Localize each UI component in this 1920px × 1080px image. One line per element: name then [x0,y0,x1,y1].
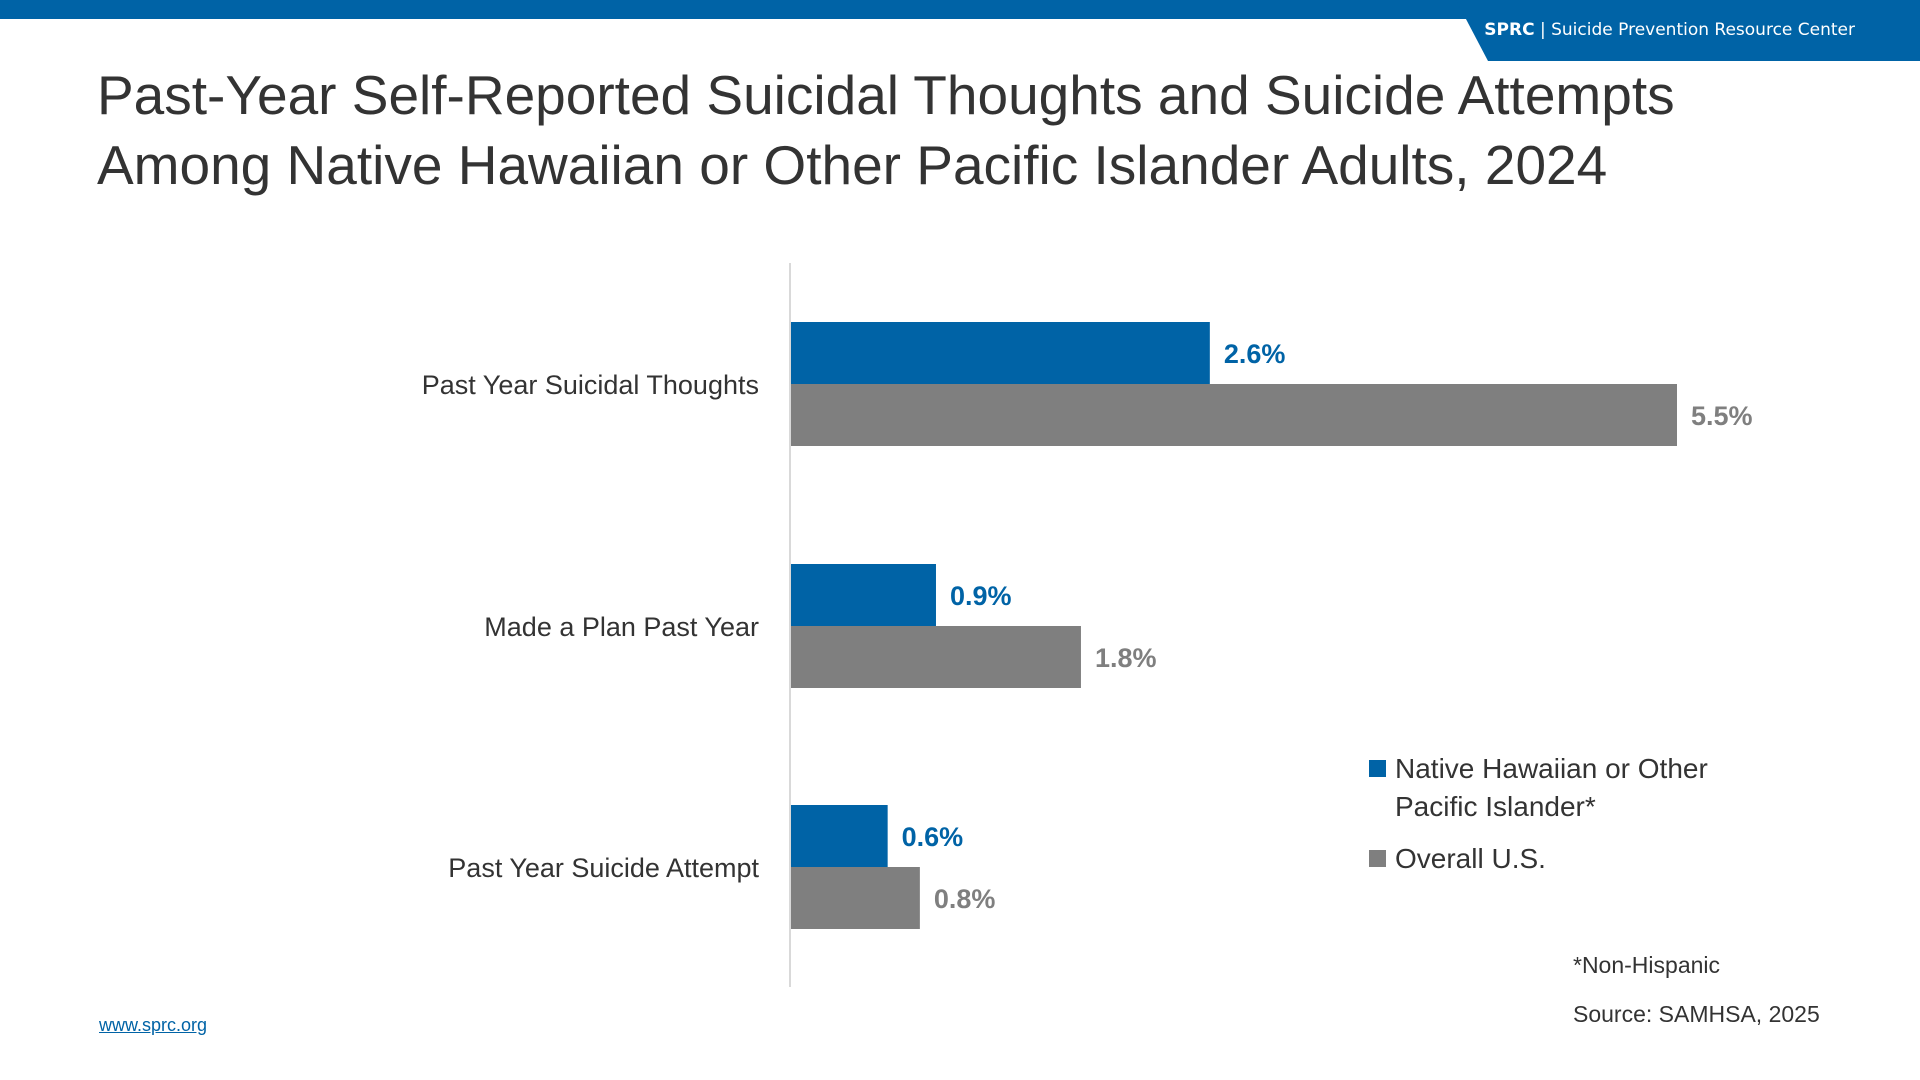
source-note: Source: SAMHSA, 2025 [1573,1001,1820,1027]
data-label: 0.6% [902,822,964,852]
bar-overall [791,867,920,929]
title-line-1: Past-Year Self-Reported Suicidal Thought… [97,64,1675,126]
data-label: 5.5% [1691,401,1753,431]
data-label: 2.6% [1224,339,1286,369]
legend-label-line1: Native Hawaiian or Other [1395,753,1708,784]
brand-short: SPRC [1484,20,1535,40]
legend: Native Hawaiian or Other Pacific Islander… [1369,750,1708,892]
brand-full: Suicide Prevention Resource Center [1551,20,1855,40]
legend-label-overall: Overall U.S. [1395,843,1546,874]
top-bar [0,0,1920,19]
data-label: 0.9% [950,581,1012,611]
legend-label-line2: Pacific Islander* [1395,791,1596,822]
legend-swatch-overall [1369,850,1386,867]
category-label: Past Year Suicide Attempt [448,853,759,883]
bar-nhopi [791,564,936,626]
footnote: *Non-Hispanic [1573,952,1721,978]
bar-nhopi [791,322,1210,384]
bar-overall [791,626,1081,688]
website-link[interactable]: www.sprc.org [99,1015,208,1035]
bar-nhopi [791,805,888,867]
title-line-2: Among Native Hawaiian or Other Pacific I… [97,134,1608,196]
bar-overall [791,384,1677,446]
brand-header: SPRC | Suicide Prevention Resource Cente… [1484,20,1855,40]
data-label: 0.8% [934,884,996,914]
legend-item-overall: Overall U.S. [1369,840,1708,878]
category-label: Past Year Suicidal Thoughts [422,370,759,400]
page-title: Past-Year Self-Reported Suicidal Thought… [97,60,1877,200]
legend-item-nhopi: Native Hawaiian or Other Pacific Islander… [1369,750,1708,826]
data-label: 1.8% [1095,643,1157,673]
brand-separator: | [1539,20,1546,40]
category-label: Made a Plan Past Year [484,612,759,642]
legend-swatch-nhopi [1369,760,1386,777]
brand-tab [1456,0,1920,61]
